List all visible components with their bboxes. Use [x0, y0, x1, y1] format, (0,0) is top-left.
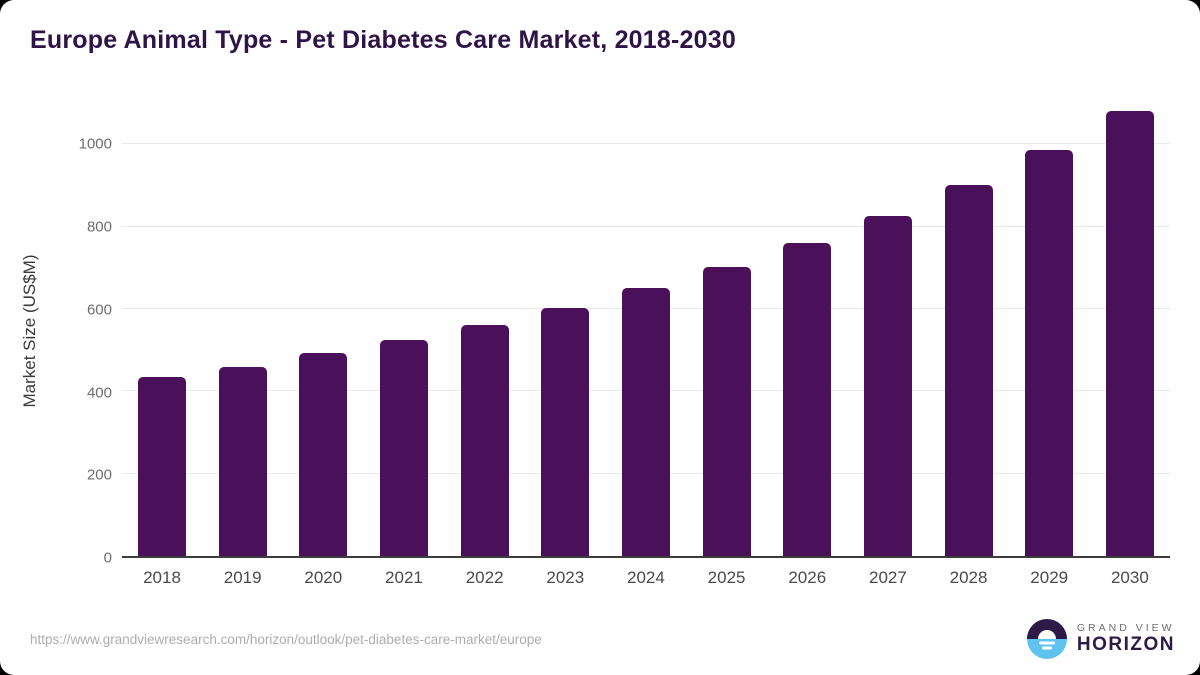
y-tick-label: 600	[86, 301, 112, 319]
logo-line1: GRAND VIEW	[1076, 622, 1175, 635]
y-axis-title: Market Size (US$M)	[20, 253, 39, 408]
bar-slot-2026: 2026	[783, 103, 832, 587]
y-tick-label: 1000	[78, 135, 112, 153]
x-tick-label: 2021	[385, 568, 423, 587]
y-tick-label: 0	[103, 549, 112, 567]
bar-2026[interactable]	[783, 243, 832, 556]
gridline	[122, 143, 1170, 145]
x-tick-label: 2026	[788, 568, 827, 587]
bar-chart: Market Size (US$M) 0 200 400 600 800 1000 201…	[0, 103, 1200, 587]
bar-2021[interactable]	[379, 339, 428, 556]
x-tick-label: 2029	[1030, 568, 1069, 587]
bar-2023[interactable]	[541, 307, 590, 556]
x-tick-label: 2019	[223, 568, 262, 587]
x-tick-label: 2027	[868, 568, 907, 587]
bar-slot-2027: 2027	[863, 103, 912, 587]
bar-2024[interactable]	[621, 288, 670, 556]
chart-title: Europe Animal Type - Pet Diabetes Care M…	[30, 26, 736, 54]
bar-slot-2019: 2019	[218, 103, 267, 587]
horizon-sun-logo-icon	[1026, 619, 1067, 659]
plot-area: 2018 2019 2020 2021 2022 2023 2024 2025 2026 2027…	[122, 103, 1170, 587]
bar-2025[interactable]	[702, 267, 751, 556]
y-axis-tick-labels: 0 200 400 600 800 1000	[60, 103, 122, 567]
x-tick-label: 2030	[1110, 568, 1149, 587]
footer: https://www.grandviewresearch.com/horizo…	[0, 613, 1200, 675]
y-tick-label: 200	[86, 466, 112, 484]
source-url: https://www.grandviewresearch.com/horizo…	[30, 631, 542, 647]
bar-2020[interactable]	[299, 353, 348, 556]
bar-slot-2022: 2022	[460, 103, 509, 587]
x-tick-label: 2023	[546, 568, 585, 587]
bar-2027[interactable]	[863, 215, 912, 556]
bar-2030[interactable]	[1105, 111, 1154, 556]
bar-slot-2030: 2030	[1105, 103, 1154, 587]
bar-2018[interactable]	[138, 376, 186, 556]
bar-slot-2021: 2021	[379, 103, 428, 587]
bar-slot-2024: 2024	[621, 103, 670, 587]
x-tick-label: 2025	[707, 568, 746, 587]
bar-2022[interactable]	[460, 324, 509, 556]
bar-slot-2028: 2028	[944, 103, 993, 587]
bar-slot-2023: 2023	[541, 103, 590, 587]
bar-slot-2020: 2020	[299, 103, 348, 587]
y-tick-label: 800	[86, 218, 112, 236]
gridline	[122, 225, 1170, 227]
bars-container: 2018 2019 2020 2021 2022 2023 2024 2025 2026 2027…	[122, 103, 1170, 587]
x-tick-label: 2028	[949, 568, 988, 587]
y-axis-title-column: Market Size (US$M)	[0, 103, 60, 558]
x-tick-label: 2024	[627, 568, 665, 587]
bar-2029[interactable]	[1025, 149, 1074, 556]
bar-2028[interactable]	[944, 184, 993, 556]
bar-2019[interactable]	[218, 366, 267, 556]
y-tick-label: 400	[86, 384, 112, 402]
x-tick-label: 2020	[304, 568, 343, 587]
bar-slot-2025: 2025	[702, 103, 751, 587]
logo-line2: HORIZON	[1076, 634, 1175, 656]
bar-slot-2018: 2018	[138, 103, 186, 587]
x-tick-label: 2018	[143, 568, 181, 587]
grand-view-horizon-logo: GRAND VIEW HORIZON	[1026, 619, 1175, 659]
bar-slot-2029: 2029	[1025, 103, 1074, 587]
x-tick-label: 2022	[465, 568, 504, 587]
logo-text: GRAND VIEW HORIZON	[1077, 622, 1175, 656]
